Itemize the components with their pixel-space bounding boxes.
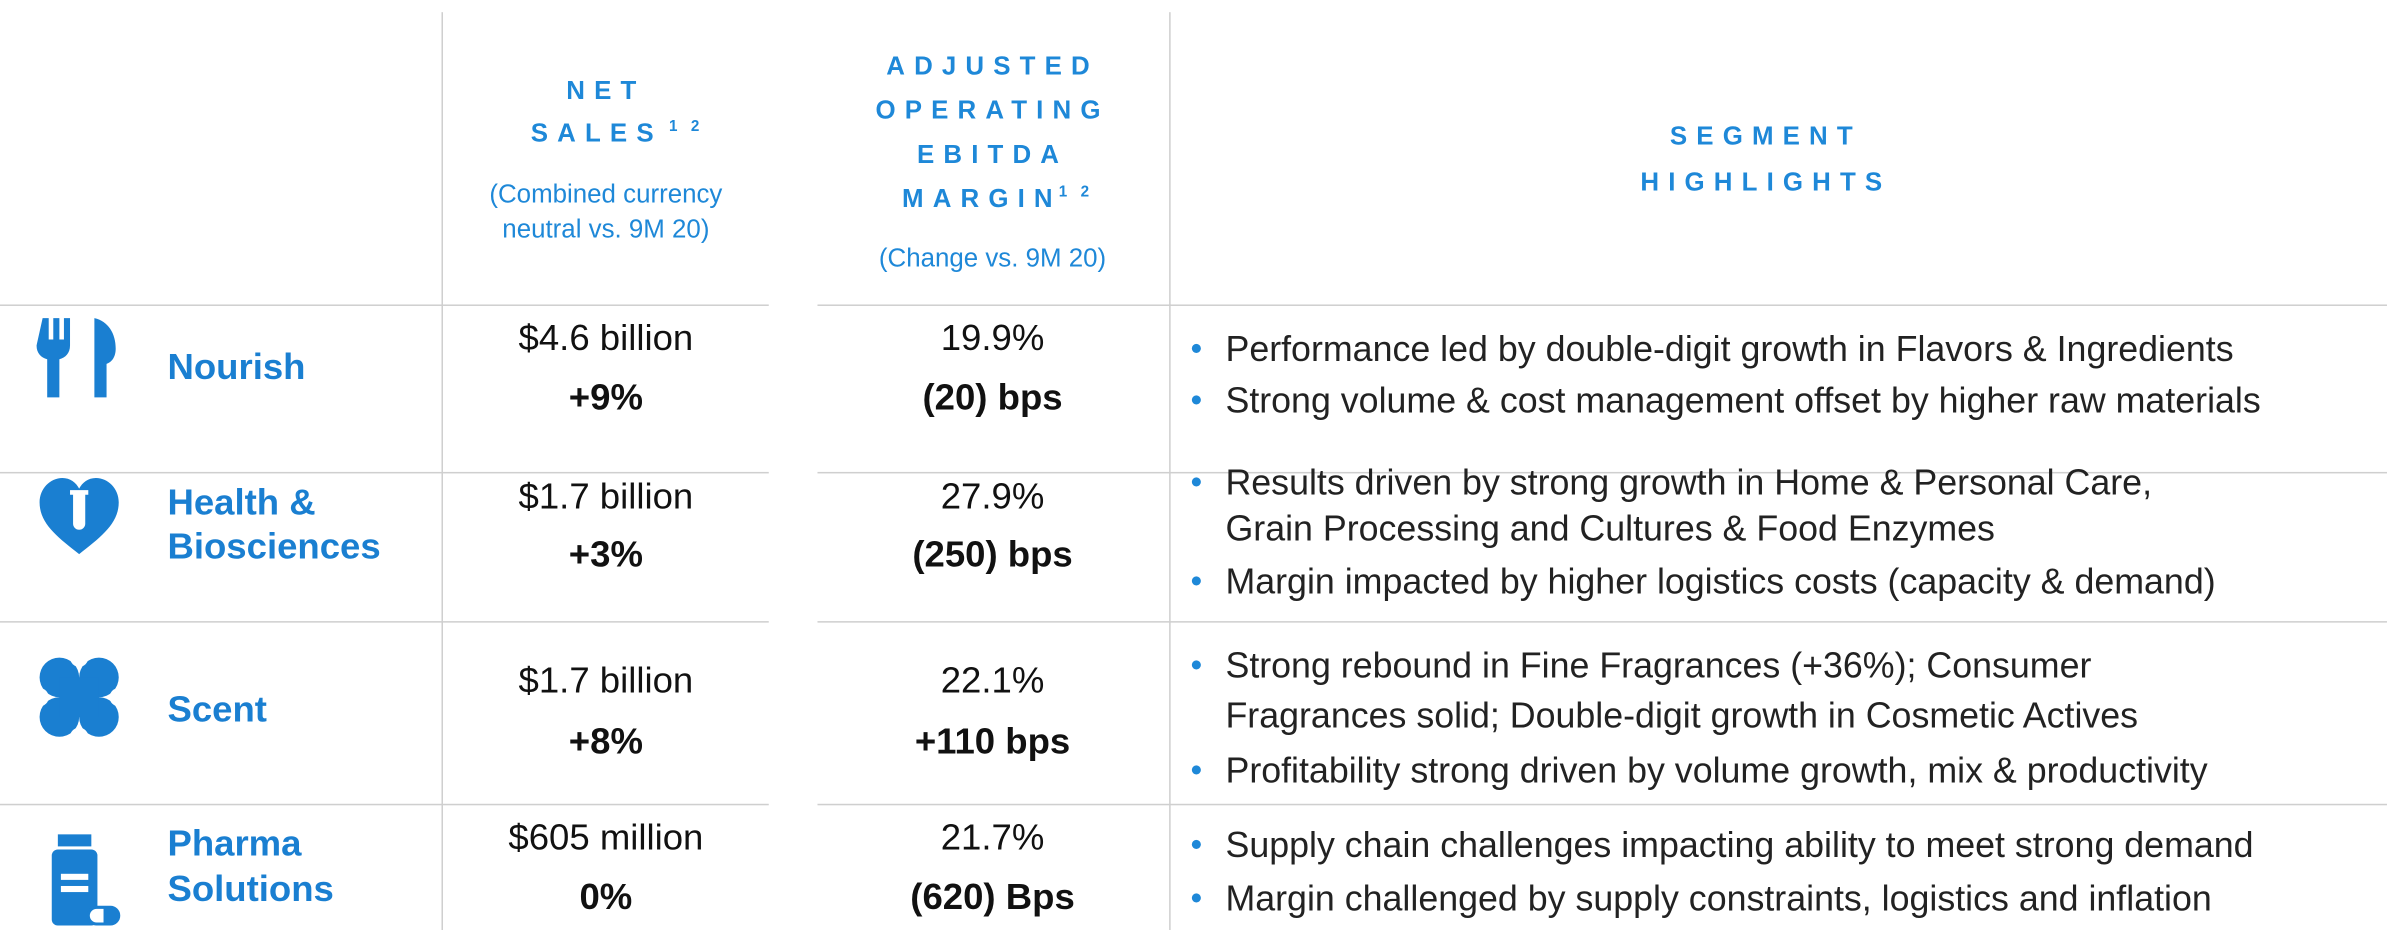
segment-name: Pharma <box>167 823 302 865</box>
row-divider <box>817 304 2387 306</box>
ebitda-margin: 22.1% <box>940 660 1045 702</box>
bullet-text: Fragrances solid; Double-digit growth in… <box>1225 695 2139 736</box>
nourish-icon <box>36 318 116 398</box>
row-divider <box>817 803 2387 806</box>
header-subtitle: (Combined currency <box>489 179 723 209</box>
column-divider <box>1169 12 1171 930</box>
bullet-text: Grain Processing and Cultures & Food Enz… <box>1225 508 1995 549</box>
header-title: EBITDA <box>916 140 1069 169</box>
net-sales: $4.6 billion <box>518 318 694 360</box>
ebitda-margin-change: (250) bps <box>912 534 1073 576</box>
header-subtitle: neutral vs. 9M 20) <box>502 214 710 244</box>
header-superscript: 1 2 <box>669 118 704 136</box>
header-title: HIGHLIGHTS <box>1640 167 1892 197</box>
segment-name: Health & <box>167 482 316 524</box>
row-divider <box>0 803 769 806</box>
ebitda-margin: 27.9% <box>940 476 1045 518</box>
bullet-text: Results driven by strong growth in Home … <box>1225 462 2153 503</box>
net-sales-change: 0% <box>579 876 633 918</box>
bullet-text: Performance led by double-digit growth i… <box>1225 328 2234 369</box>
net-sales: $605 million <box>508 817 704 859</box>
bullet-marker: • <box>1190 825 1203 864</box>
ebitda-margin: 21.7% <box>940 817 1045 859</box>
bullet-marker: • <box>1190 878 1203 917</box>
bullet-marker: • <box>1190 328 1203 367</box>
ebitda-margin-change: (20) bps <box>922 377 1063 419</box>
health-icon <box>39 478 119 555</box>
net-sales: $1.7 billion <box>518 660 694 702</box>
bullet-text: Profitability strong driven by volume gr… <box>1225 750 2208 791</box>
scent-icon <box>36 654 122 740</box>
row-divider <box>0 621 769 623</box>
ebitda-margin-change: +110 bps <box>914 721 1071 763</box>
header-title: MARGIN <box>901 184 1062 214</box>
row-divider <box>817 621 2387 623</box>
net-sales-change: +8% <box>568 721 643 763</box>
row-divider <box>0 304 769 306</box>
segment-name: Solutions <box>167 869 334 911</box>
bullet-text: Margin challenged by supply constraints,… <box>1225 878 2212 918</box>
header-title: NET <box>566 76 646 106</box>
bullet-marker: • <box>1190 380 1203 419</box>
bullet-text: Supply chain challenges impacting abilit… <box>1225 825 2254 865</box>
header-title: SEGMENT <box>1669 121 1862 151</box>
segment-name: Scent <box>167 689 267 731</box>
bullet-marker: • <box>1190 462 1203 501</box>
net-sales-change: +9% <box>568 377 643 419</box>
bullet-marker: • <box>1190 645 1203 684</box>
segment-name: Nourish <box>167 347 306 389</box>
ebitda-margin-change: (620) Bps <box>910 876 1075 918</box>
pharma-icon <box>51 834 121 926</box>
header-title: OPERATING <box>875 95 1110 125</box>
segment-name: Biosciences <box>167 526 381 568</box>
net-sales-change: +3% <box>568 534 643 576</box>
bullet-text: Strong rebound in Fine Fragrances (+36%)… <box>1225 645 2092 686</box>
bullet-text: Margin impacted by higher logistics cost… <box>1225 561 2216 602</box>
header-title: ADJUSTED <box>886 51 1099 81</box>
net-sales: $1.7 billion <box>518 476 694 518</box>
bullet-marker: • <box>1190 561 1203 600</box>
header-subtitle: (Change vs. 9M 20) <box>878 243 1107 273</box>
bullet-marker: • <box>1190 750 1203 789</box>
header-superscript: 1 2 <box>1058 184 1094 201</box>
row-divider <box>0 471 769 474</box>
bullet-text: Strong volume & cost management offset b… <box>1225 380 2261 421</box>
header-title: SALES <box>530 118 663 148</box>
ebitda-margin: 19.9% <box>940 318 1045 360</box>
row-divider <box>817 471 2387 474</box>
column-divider <box>441 12 443 930</box>
